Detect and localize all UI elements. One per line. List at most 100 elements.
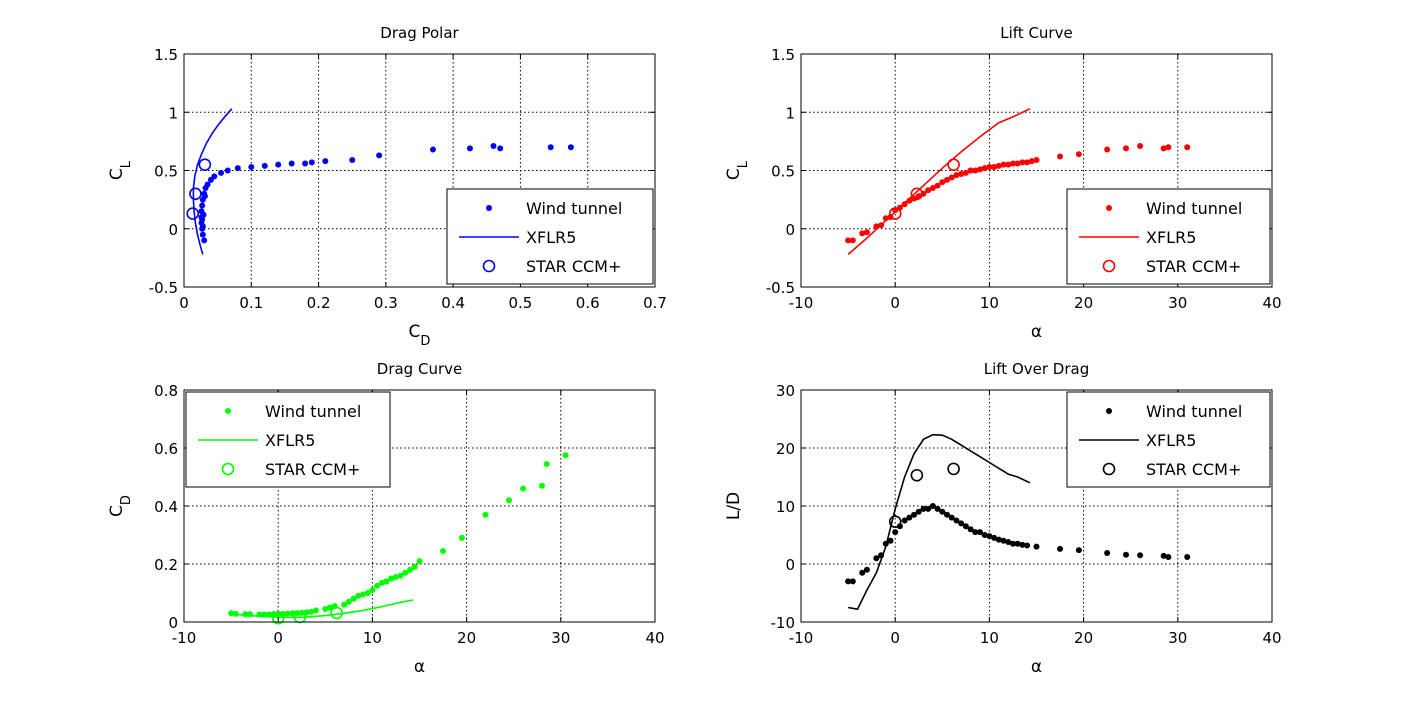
data-point-wind-tunnel (520, 485, 527, 492)
data-point-wind-tunnel (986, 164, 993, 171)
x-tick-label: 0.2 (307, 294, 331, 312)
legend-marker-circle (1102, 462, 1116, 476)
data-point-star-ccm (947, 462, 960, 476)
y-tick-label: -0.5 (766, 279, 795, 297)
series-line-xflr5 (192, 108, 233, 255)
data-point-wind-tunnel (458, 534, 465, 541)
x-axis-label: α (1031, 322, 1042, 342)
legend-label: Wind tunnel (526, 199, 622, 218)
data-point-wind-tunnel (845, 578, 852, 585)
legend-label: STAR CCM+ (265, 460, 360, 479)
y-tick-label: -0.5 (149, 279, 178, 297)
y-axis-label-subscript: D (119, 495, 134, 505)
data-point-star-ccm (198, 158, 212, 171)
data-point-wind-tunnel (1033, 543, 1040, 550)
data-point-wind-tunnel (349, 157, 356, 164)
data-point-wind-tunnel (359, 591, 366, 598)
y-tick-label: 1 (168, 104, 178, 122)
data-point-wind-tunnel (915, 508, 922, 515)
x-tick-label: -10 (789, 294, 814, 312)
data-point-wind-tunnel (934, 182, 941, 189)
data-point-wind-tunnel (1009, 540, 1016, 547)
data-point-wind-tunnel (892, 529, 899, 536)
data-point-wind-tunnel (863, 229, 870, 236)
chart-title: Drag Polar (380, 24, 459, 42)
data-point-wind-tunnel (1005, 161, 1012, 168)
legend: Wind tunnel XFLR5 STAR CCM+ (446, 188, 654, 285)
x-tick-label: 20 (1074, 294, 1093, 312)
x-tick-label: 0.3 (374, 294, 398, 312)
data-point-wind-tunnel (1165, 554, 1172, 561)
data-point-wind-tunnel (901, 201, 908, 208)
data-point-wind-tunnel (972, 167, 979, 174)
data-point-wind-tunnel (1009, 160, 1016, 167)
x-tick-label: 0.4 (441, 294, 465, 312)
x-tick-label: 30 (1168, 294, 1187, 312)
y-tick-label: 0.6 (154, 440, 178, 458)
legend-marker-dot (1106, 205, 1112, 211)
data-point-wind-tunnel (1000, 161, 1007, 168)
x-tick-label: 0 (273, 629, 283, 647)
y-tick-label: 1 (785, 104, 795, 122)
legend-marker-circle (1102, 259, 1116, 273)
data-point-wind-tunnel (981, 532, 988, 538)
data-point-wind-tunnel (392, 574, 399, 581)
data-point-wind-tunnel (200, 211, 207, 218)
series-line-xflr5 (847, 433, 1031, 611)
data-point-wind-tunnel (383, 578, 390, 585)
data-point-star-ccm (910, 187, 924, 201)
data-point-wind-tunnel (962, 169, 969, 176)
data-point-wind-tunnel (1104, 549, 1111, 556)
data-point-wind-tunnel (920, 505, 927, 512)
data-point-wind-tunnel (925, 187, 932, 194)
y-axis-label: L/D (724, 492, 744, 520)
data-point-wind-tunnel (1122, 145, 1129, 152)
x-tick-label: 0.6 (576, 294, 600, 312)
data-point-wind-tunnel (1184, 554, 1191, 561)
legend-label: Wind tunnel (1146, 199, 1242, 218)
data-point-wind-tunnel (376, 152, 383, 159)
data-point-wind-tunnel (849, 237, 856, 244)
x-tick-label: 40 (1262, 294, 1281, 312)
data-point-wind-tunnel (1075, 151, 1082, 158)
data-point-wind-tunnel (199, 202, 206, 209)
chart-title: Lift Curve (1000, 24, 1072, 42)
data-point-wind-tunnel (1000, 537, 1007, 544)
y-tick-label: 0.5 (771, 163, 795, 181)
data-point-wind-tunnel (1014, 540, 1021, 547)
x-tick-label: 0.1 (239, 294, 263, 312)
data-point-wind-tunnel (397, 572, 404, 579)
data-point-wind-tunnel (302, 160, 309, 167)
legend-label: STAR CCM+ (1146, 257, 1241, 276)
data-point-wind-tunnel (279, 610, 286, 617)
data-point-wind-tunnel (887, 537, 894, 544)
x-tick-label: 20 (457, 629, 476, 647)
legend-label: STAR CCM+ (526, 257, 621, 276)
x-axis-label: α (1031, 657, 1042, 677)
data-point-wind-tunnel (308, 608, 315, 615)
x-tick-label: 0.5 (508, 294, 532, 312)
data-point-wind-tunnel (995, 536, 1002, 543)
x-tick-label: 20 (1074, 629, 1093, 647)
data-point-wind-tunnel (378, 579, 385, 586)
legend-marker-dot (486, 205, 492, 211)
data-point-wind-tunnel (1184, 144, 1191, 151)
data-point-star-ccm (271, 611, 285, 625)
x-axis-label: α (414, 657, 425, 677)
y-tick-label: 0.2 (154, 556, 178, 574)
data-point-wind-tunnel (1033, 157, 1040, 164)
series-line-xflr5 (847, 108, 1031, 256)
data-point-wind-tunnel (201, 237, 208, 244)
data-point-wind-tunnel (967, 526, 974, 533)
data-point-wind-tunnel (505, 497, 512, 504)
data-point-wind-tunnel (284, 610, 291, 617)
data-point-wind-tunnel (562, 452, 569, 459)
data-point-wind-tunnel (248, 164, 255, 171)
data-point-wind-tunnel (939, 179, 946, 186)
y-tick-label: 0 (785, 556, 795, 574)
data-point-wind-tunnel (199, 231, 206, 238)
data-point-wind-tunnel (901, 517, 908, 524)
data-point-wind-tunnel (440, 547, 447, 554)
